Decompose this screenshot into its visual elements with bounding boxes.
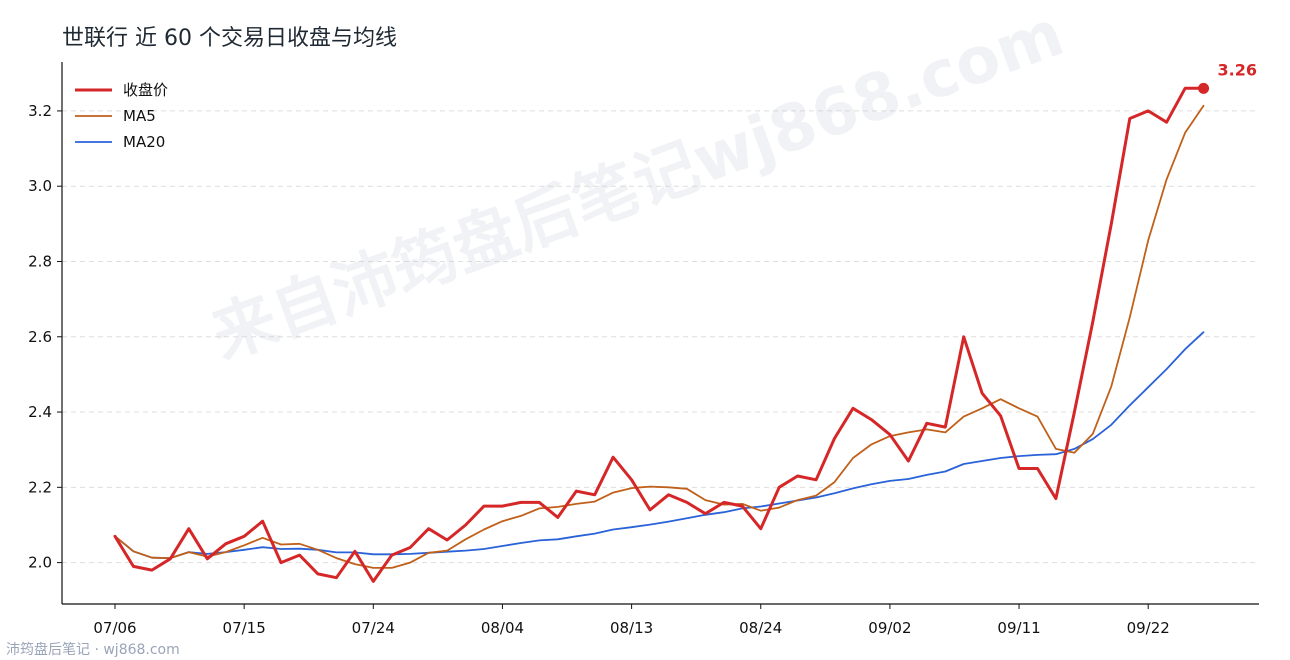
x-axis-ticks: 07/06 07/15 07/24 08/04 08/13 08/24 09/02 09/11… <box>93 604 1170 637</box>
y-tick-label: 3.2 <box>28 102 52 120</box>
last-value-label: 3.26 <box>1218 60 1257 79</box>
legend-label: MA5 <box>123 107 156 125</box>
y-axis-ticks: 2.0 2.2 2.4 2.6 2.8 3.0 3.2 <box>28 102 62 572</box>
y-tick-label: 2.0 <box>28 554 52 572</box>
series-line-ma5 <box>114 104 1205 569</box>
x-tick-label: 07/24 <box>352 619 395 637</box>
x-tick-label: 08/04 <box>481 619 524 637</box>
last-point-dot <box>1198 82 1210 94</box>
x-tick-label: 07/06 <box>93 619 136 637</box>
x-tick-label: 08/24 <box>739 619 782 637</box>
y-tick-label: 3.0 <box>28 177 52 195</box>
legend-label: 收盘价 <box>123 81 168 99</box>
chart-title: 世联行 近 60 个交易日收盘与均线 <box>62 26 397 51</box>
axes <box>61 62 1259 605</box>
legend-label: MA20 <box>123 133 165 151</box>
y-tick-label: 2.8 <box>28 252 52 270</box>
x-tick-label: 09/22 <box>1127 619 1170 637</box>
y-tick-label: 2.4 <box>28 403 52 421</box>
watermark: 来自沛筠盘后笔记wj868.com <box>203 0 1074 374</box>
x-tick-label: 08/13 <box>610 619 653 637</box>
x-tick-label: 07/15 <box>223 619 266 637</box>
y-tick-label: 2.2 <box>28 478 52 496</box>
series-line-ma20 <box>114 331 1205 559</box>
footer-credit: 沛筠盘后笔记 · wj868.com <box>6 641 180 658</box>
x-tick-label: 09/11 <box>997 619 1040 637</box>
x-tick-label: 09/02 <box>868 619 911 637</box>
series-lines <box>113 86 1205 583</box>
series-line-close <box>113 86 1205 583</box>
legend: 收盘价 MA5 MA20 <box>75 81 168 151</box>
y-tick-label: 2.6 <box>28 328 52 346</box>
last-value-marker: 3.26 <box>1198 60 1257 94</box>
